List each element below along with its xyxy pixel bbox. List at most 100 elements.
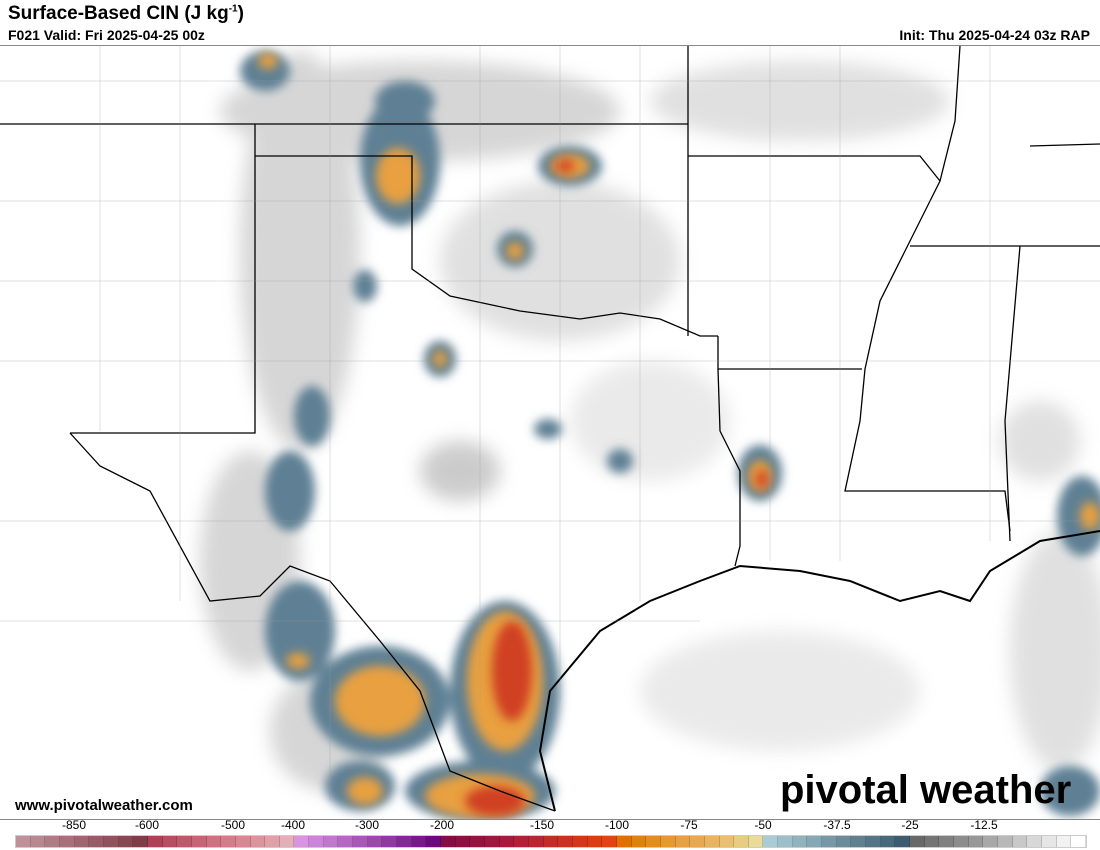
title-unit-superscript: -1 (228, 3, 238, 15)
colorbar-tick: -400 (280, 818, 306, 832)
coastline (538, 530, 1100, 812)
colorbar-cell (74, 836, 90, 847)
colorbar-cell (763, 836, 779, 847)
colorbar-cell (851, 836, 867, 847)
colorbar-cell (103, 836, 119, 847)
colorbar-tick: -600 (134, 818, 160, 832)
colorbar-cell (792, 836, 808, 847)
colorbar-tick: -12.5 (970, 818, 998, 832)
colorbar-cell (441, 836, 456, 847)
colorbar-cell (1012, 836, 1028, 847)
colorbar-cell (367, 836, 383, 847)
colorbar-tick: -37.5 (823, 818, 851, 832)
colorbar-cell (616, 836, 632, 847)
colorbar-cell (250, 836, 266, 847)
colorbar-cell (455, 836, 471, 847)
colorbar-cell (162, 836, 178, 847)
colorbar-cell (353, 836, 368, 847)
colorbar-tick: -500 (220, 818, 246, 832)
red-cin-areas (465, 160, 768, 816)
colorbar-cell (880, 836, 896, 847)
colorbar-cell (426, 836, 442, 847)
colorbar-cell (1071, 836, 1086, 847)
colorbar-cell (397, 836, 412, 847)
init-time: Init: Thu 2025-04-24 03z RAP (899, 27, 1090, 43)
weather-map[interactable] (0, 45, 1100, 820)
colorbar-cell (939, 836, 954, 847)
colorbar-cell (309, 836, 324, 847)
colorbar-cell (514, 836, 529, 847)
colorbar-tick: -25 (901, 818, 919, 832)
colorbar-cell (89, 836, 104, 847)
colorbar-cell (133, 836, 148, 847)
colorbar-cell (382, 836, 398, 847)
colorbar-cell (558, 836, 573, 847)
colorbar-cell (1056, 836, 1072, 847)
colorbar-cell (748, 836, 764, 847)
colorbar-cell (206, 836, 222, 847)
colorbar-cell (660, 836, 676, 847)
colorbar-tick: -850 (61, 818, 87, 832)
colorbar-cell (968, 836, 984, 847)
pivotal-weather-logo: pivotal weather (780, 768, 1072, 812)
colorbar-cell (997, 836, 1013, 847)
colorbar-cell (411, 836, 427, 847)
colorbar-cell (836, 836, 852, 847)
colorbar-cell (587, 836, 603, 847)
colorbar-cell (265, 836, 280, 847)
colorbar-cell (59, 836, 75, 847)
colorbar-cell (734, 836, 749, 847)
colorbar-cell (221, 836, 236, 847)
colorbar-cell (954, 836, 969, 847)
website-label[interactable]: www.pivotalweather.com (15, 797, 193, 814)
colorbar-cell (1027, 836, 1042, 847)
colorbar-tick: -50 (754, 818, 772, 832)
init-value: Thu 2025-04-24 03z RAP (928, 27, 1090, 43)
colorbar-cell (16, 836, 31, 847)
colorbar-cell (675, 836, 691, 847)
colorbar-cell (147, 836, 163, 847)
title-text: Surface-Based CIN (J kg (8, 3, 229, 24)
colorbar-tick: -100 (604, 818, 630, 832)
colorbar-cell (528, 836, 544, 847)
colorbar-cell (294, 836, 310, 847)
map-canvas (0, 46, 1100, 819)
colorbar-cell (1041, 836, 1057, 847)
county-lines (0, 46, 1100, 801)
colorbar-cell (45, 836, 60, 847)
colorbar-cell (778, 836, 793, 847)
colorbar (15, 835, 1087, 848)
colorbar-cell (983, 836, 998, 847)
colorbar-cell (235, 836, 251, 847)
colorbar-cell (704, 836, 720, 847)
colorbar-cell (30, 836, 46, 847)
title-close: ) (237, 3, 244, 24)
state-borders (0, 46, 1100, 812)
colorbar-tick: -300 (354, 818, 380, 832)
colorbar-cell (485, 836, 500, 847)
colorbar-cell (177, 836, 192, 847)
colorbar-cell (719, 836, 735, 847)
colorbar-cell (910, 836, 925, 847)
colorbar-cell (822, 836, 837, 847)
map-title: Surface-Based CIN (J kg-1) (8, 3, 244, 25)
colorbar-cell (118, 836, 134, 847)
colorbar-cell (543, 836, 559, 847)
colorbar-tick: -150 (529, 818, 555, 832)
valid-time: F021 Valid: Fri 2025-04-25 00z (8, 27, 205, 43)
colorbar-cell (572, 836, 588, 847)
colorbar-tick: -200 (429, 818, 455, 832)
colorbar-cell (895, 836, 911, 847)
colorbar-cell (338, 836, 354, 847)
colorbar-cell (631, 836, 647, 847)
colorbar-cell (690, 836, 705, 847)
colorbar-cell (602, 836, 617, 847)
colorbar-cell (646, 836, 661, 847)
colorbar-cell (924, 836, 940, 847)
colorbar-cell (191, 836, 207, 847)
colorbar-cell (807, 836, 823, 847)
colorbar-cell (470, 836, 485, 847)
colorbar-cell (279, 836, 295, 847)
colorbar-cell (866, 836, 881, 847)
colorbar-tick: -75 (680, 818, 698, 832)
